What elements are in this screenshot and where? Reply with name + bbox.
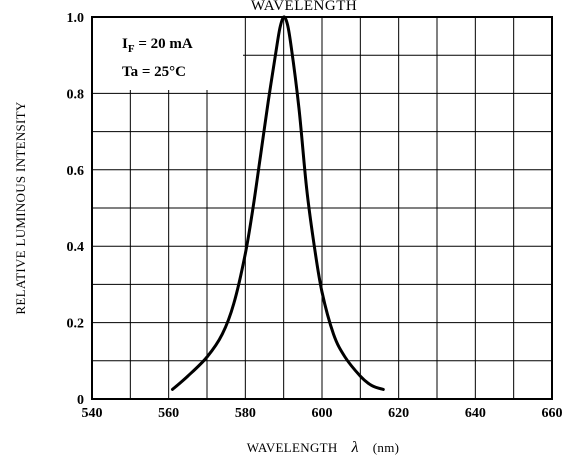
y-tick-label: 0.4 [67,240,85,255]
chart-title: WAVELENGTH [251,0,357,14]
x-tick-label: 660 [542,406,563,421]
annotation-current: IF = 20 mA [122,36,193,55]
y-tick-label: 0.6 [67,164,85,179]
y-tick-label: 0.8 [67,87,85,102]
x-tick-label: 540 [82,406,103,421]
y-axis-label: RELATIVE LUMINOUS INTENSITY [13,101,28,314]
annotation-box [93,18,243,90]
x-tick-label: 640 [465,406,486,421]
x-tick-label: 560 [158,406,179,421]
x-tick-label: 580 [235,406,256,421]
grid-lines [92,17,552,399]
plot-frame [91,16,553,400]
y-axis-ticks: 0 0.2 0.4 0.6 0.8 1.0 [67,11,85,408]
annotation-temperature: Ta = 25°C [122,64,186,80]
x-tick-label: 600 [312,406,333,421]
y-tick-label: 0.2 [67,317,85,332]
y-tick-label: 1.0 [67,11,85,26]
x-axis-ticks: 540 560 580 600 620 640 660 [82,406,563,421]
y-tick-label: 0 [77,393,84,408]
intensity-curve [171,15,385,391]
x-axis-label: WAVELENGTH λ (nm) [247,439,400,456]
x-tick-label: 620 [388,406,409,421]
